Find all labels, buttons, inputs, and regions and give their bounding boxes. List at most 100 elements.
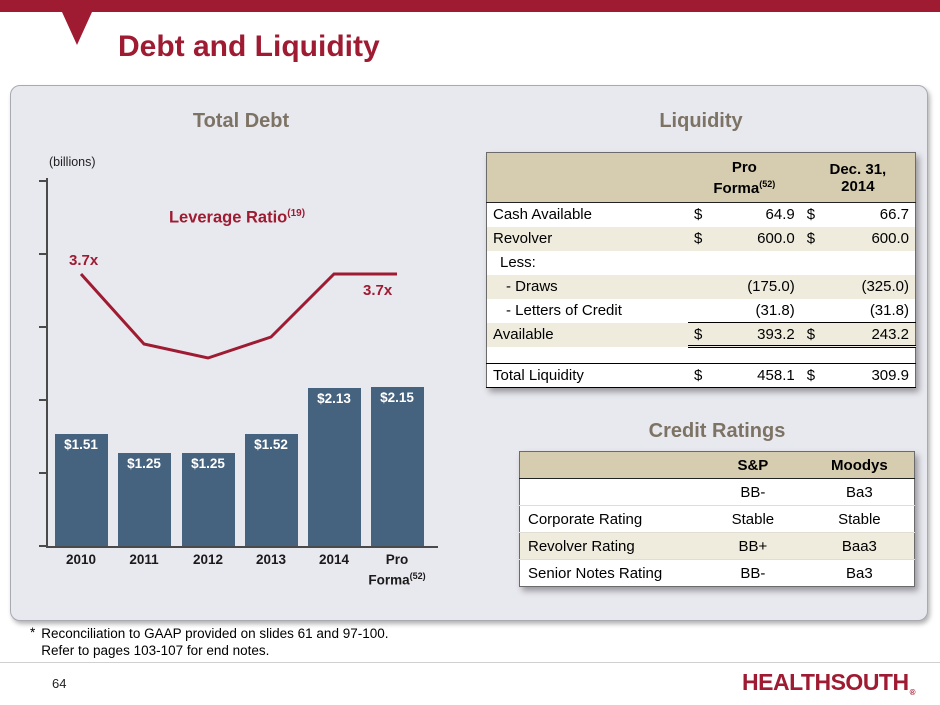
liquidity-header-empty xyxy=(486,152,688,203)
table-row: Total Liquidity $458.1 $309.9 xyxy=(486,363,916,388)
row-label: Revolver Rating xyxy=(519,532,702,560)
value: (175.0) xyxy=(747,278,795,295)
table-row: Available $393.2 $243.2 xyxy=(486,322,916,348)
value: 243.2 xyxy=(871,325,909,343)
row-value-cell xyxy=(688,251,801,275)
accounting-cell: (31.8) xyxy=(807,302,909,319)
y-axis-tick xyxy=(39,253,48,255)
liquidity-table: Pro Forma(52) Dec. 31, 2014 Cash Availab… xyxy=(486,152,916,388)
row-value-cell xyxy=(801,347,916,364)
header-proforma-text: Forma xyxy=(713,179,760,197)
value: 66.7 xyxy=(879,206,909,224)
rating-sp: BB- xyxy=(740,483,766,501)
liquidity-header-dec31: Dec. 31, 2014 xyxy=(800,152,916,203)
y-axis-tick xyxy=(39,180,48,182)
row-value-cell: (31.8) xyxy=(687,298,801,323)
accounting-cell: $600.0 xyxy=(694,230,795,247)
row-label: Corporate Rating xyxy=(519,505,702,533)
accounting-cell: $66.7 xyxy=(807,206,909,223)
row-label: Less: xyxy=(500,254,536,271)
row-label: Available xyxy=(486,322,688,347)
healthsouth-logo: HEALTHSOUTH® xyxy=(742,669,916,697)
footnote: * Reconciliation to GAAP provided on sli… xyxy=(30,625,389,659)
table-row: BB- Ba3 xyxy=(520,479,915,506)
y-axis-tick xyxy=(39,326,48,328)
x-axis-label: 2010 xyxy=(65,552,97,567)
bar-value-label: $1.25 xyxy=(127,456,161,471)
row-value-cell xyxy=(801,251,916,275)
header-proforma-line2: Forma(52) xyxy=(688,176,801,197)
row-value-cell xyxy=(688,347,801,364)
value: 458.1 xyxy=(757,367,795,384)
x-axis-label: 2012 xyxy=(192,552,224,567)
accounting-cell: (31.8) xyxy=(694,302,795,319)
footnote-line2: Refer to pages 103-107 for end notes. xyxy=(41,643,270,658)
bar: $2.13 xyxy=(307,388,361,546)
top-bar xyxy=(0,0,940,12)
x-labels-layer: 2010 2011 2012 2013 2014 Pro Forma(52) xyxy=(11,86,476,622)
pennant-triangle-icon xyxy=(62,12,92,45)
credit-header-sp: S&P xyxy=(701,451,805,479)
total-debt-chart: Total Debt (billions) $1.51 $1.25 $1.25 $1.… xyxy=(11,86,476,622)
row-value-cell: $64.9 xyxy=(688,203,801,227)
accounting-cell: $458.1 xyxy=(694,367,795,384)
table-row: Corporate Rating Stable Stable xyxy=(519,505,915,533)
value: (325.0) xyxy=(861,278,909,295)
leverage-end-label: 3.7x xyxy=(363,282,393,299)
rating-sp: BB+ xyxy=(701,532,805,560)
registered-trademark-icon: ® xyxy=(909,688,916,697)
rating-sp: BB- xyxy=(701,559,805,587)
row-label: Total Liquidity xyxy=(486,363,688,388)
header-proforma-superscript: (52) xyxy=(759,178,776,189)
credit-ratings-table: S&P Moodys BB- Ba3 Corporate Rating Stable S… xyxy=(519,451,915,587)
accounting-cell: (325.0) xyxy=(807,278,909,295)
row-label: Senior Notes Rating xyxy=(519,559,702,587)
dollar-sign: $ xyxy=(693,206,703,224)
footer-divider xyxy=(0,662,940,663)
dollar-sign: $ xyxy=(693,230,703,247)
row-label: Cash Available xyxy=(493,206,592,224)
bar: $2.15 xyxy=(370,387,424,546)
rating-moodys: Stable xyxy=(804,505,915,533)
header-dec31-line2: 2014 xyxy=(841,177,875,195)
header-proforma-line1: Pro xyxy=(731,158,757,176)
dollar-sign: $ xyxy=(806,367,816,384)
row-value-cell: $458.1 xyxy=(687,363,801,388)
liquidity-title: Liquidity xyxy=(659,110,743,132)
value: (31.8) xyxy=(755,301,795,319)
row-value-cell: (31.8) xyxy=(800,298,916,323)
accounting-cell: $243.2 xyxy=(807,326,909,343)
x-axis xyxy=(46,546,438,548)
row-value-cell: (175.0) xyxy=(687,274,801,299)
rating-sp: Stable xyxy=(701,505,805,533)
bar-value-label: $2.13 xyxy=(317,391,351,406)
row-value-cell: $600.0 xyxy=(687,226,801,251)
rating-moodys: Ba3 xyxy=(846,483,873,501)
x-axis-label: 2014 xyxy=(318,552,350,567)
accounting-cell: $393.2 xyxy=(694,326,795,343)
rating-moodys: Baa3 xyxy=(804,532,915,560)
liquidity-header-row: Pro Forma(52) Dec. 31, 2014 xyxy=(486,152,916,203)
bar: $1.51 xyxy=(54,434,108,546)
row-value-cell: (325.0) xyxy=(800,274,916,299)
value: (31.8) xyxy=(869,301,909,319)
x-axis-label: 2011 xyxy=(129,552,159,567)
table-row: Senior Notes Rating BB- Ba3 xyxy=(519,559,915,587)
logo-text: HEALTHSOUTH xyxy=(742,669,909,695)
credit-header-empty xyxy=(519,451,702,479)
chart-units-label: (billions) xyxy=(49,155,96,169)
leverage-ratio-label: Leverage Ratio(19) xyxy=(122,208,352,228)
credit-header-moodys: Moodys xyxy=(804,451,915,479)
accounting-cell: $64.9 xyxy=(694,206,795,223)
value: 600.0 xyxy=(757,230,795,247)
leverage-start-label: 3.7x xyxy=(69,252,99,269)
row-value-cell: $243.2 xyxy=(800,322,916,348)
y-axis-tick xyxy=(39,545,48,547)
y-axis-tick xyxy=(39,472,48,474)
table-row: - Draws (175.0) (325.0) xyxy=(486,274,916,299)
bars-layer: $1.51 $1.25 $1.25 $1.52 $2.13 $2.15 xyxy=(11,86,476,622)
row-value-cell: $309.9 xyxy=(800,363,916,388)
value: 393.2 xyxy=(757,325,795,343)
bar-value-label: $1.25 xyxy=(191,456,225,471)
